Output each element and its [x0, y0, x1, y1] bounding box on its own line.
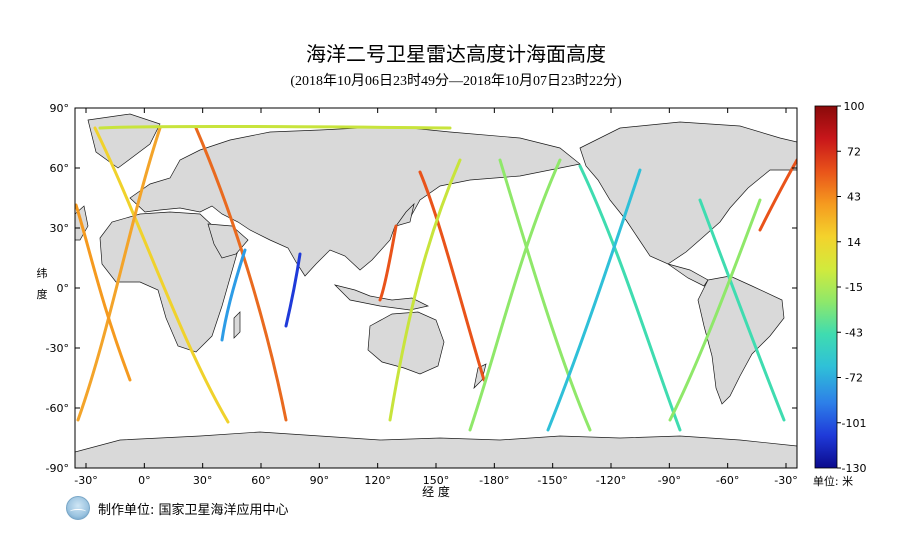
- land-indonesia: [333, 284, 430, 311]
- colorbar-tick-label: 72: [847, 145, 861, 158]
- x-axis-ticks: -30° 0° 30° 60° 90° 120° 150° -180° -150° -120° -9…: [74, 108, 798, 487]
- x-tick-label: 120°: [364, 474, 391, 487]
- x-tick-label: -30°: [74, 474, 97, 487]
- track-12: [546, 168, 642, 432]
- track-17: [98, 125, 452, 130]
- y-tick-label: 0°: [57, 282, 70, 295]
- track-14: [668, 198, 762, 422]
- colorbar-tick-label: 43: [847, 191, 861, 204]
- colorbar-tick-label: 14: [847, 236, 861, 249]
- colorbar-ticks: 100 72 43 14 -15 -43 -72 -101 -130: [837, 100, 866, 475]
- colorbar-tick-label: -101: [842, 417, 867, 430]
- track-10: [468, 158, 562, 432]
- footer: 制作单位: 国家卫星海洋应用中心: [66, 496, 289, 520]
- colorbar-unit: 单位: 米: [813, 474, 853, 488]
- y-axis-ticks: 90° 60° 30° 0° -30° -60° -90°: [46, 102, 797, 475]
- y-axis-label-char-2: 度: [37, 287, 48, 301]
- track-1: [93, 126, 230, 424]
- track-5: [284, 252, 302, 328]
- noaa-style-logo-icon: [66, 496, 90, 520]
- land-africa: [99, 211, 239, 353]
- land-north-america: [579, 121, 797, 265]
- track-9: [498, 158, 592, 432]
- land-masses: [75, 113, 797, 468]
- x-tick-label: -60°: [716, 474, 739, 487]
- colorbar-tick-label: -72: [845, 372, 863, 385]
- track-3: [194, 126, 288, 422]
- colorbar-tick-label: 100: [844, 100, 865, 113]
- colorbar: [814, 105, 838, 469]
- land-central-america: [667, 263, 709, 287]
- land-new-zealand: [473, 363, 487, 390]
- producer-text: 制作单位: 国家卫星海洋应用中心: [98, 502, 289, 518]
- y-tick-label: 30°: [50, 222, 70, 235]
- y-tick-label: 60°: [50, 162, 70, 175]
- track-16: [75, 203, 132, 382]
- y-tick-label: -90°: [46, 462, 69, 475]
- x-tick-label: 90°: [310, 474, 330, 487]
- track-8: [388, 158, 462, 422]
- track-6: [378, 224, 398, 302]
- track-11: [578, 164, 682, 432]
- satellite-tracks: [75, 125, 797, 432]
- chart-subtitle: (2018年10月06日23时49分—2018年10月07日23时22分): [290, 74, 622, 89]
- x-tick-label: 150°: [423, 474, 450, 487]
- x-axis-label: 经 度: [422, 484, 450, 499]
- x-tick-label: 30°: [193, 474, 213, 487]
- track-13: [698, 198, 786, 422]
- x-tick-label: -120°: [596, 474, 626, 487]
- x-tick-label: -180°: [479, 474, 509, 487]
- x-tick-label: -90°: [658, 474, 681, 487]
- x-tick-label: -30°: [774, 474, 797, 487]
- track-7: [418, 170, 486, 382]
- y-tick-label: 90°: [50, 102, 70, 115]
- land-antarctica: [75, 431, 797, 468]
- y-axis-label-char-1: 纬: [37, 267, 48, 280]
- colorbar-tick-label: -130: [842, 462, 867, 475]
- land-japan: [395, 202, 415, 227]
- colorbar-tick-label: -43: [845, 326, 863, 339]
- y-tick-label: -30°: [46, 342, 69, 355]
- x-tick-label: -150°: [537, 474, 567, 487]
- colorbar-tick-label: -15: [845, 281, 863, 294]
- track-4: [220, 248, 247, 342]
- land-australia: [367, 311, 445, 375]
- track-2: [76, 126, 162, 422]
- chart-title: 海洋二号卫星雷达高度计海面高度: [306, 42, 606, 66]
- land-madagascar: [233, 311, 241, 339]
- x-tick-label: 0°: [138, 474, 151, 487]
- x-tick-label: 60°: [251, 474, 271, 487]
- y-tick-label: -60°: [46, 402, 69, 415]
